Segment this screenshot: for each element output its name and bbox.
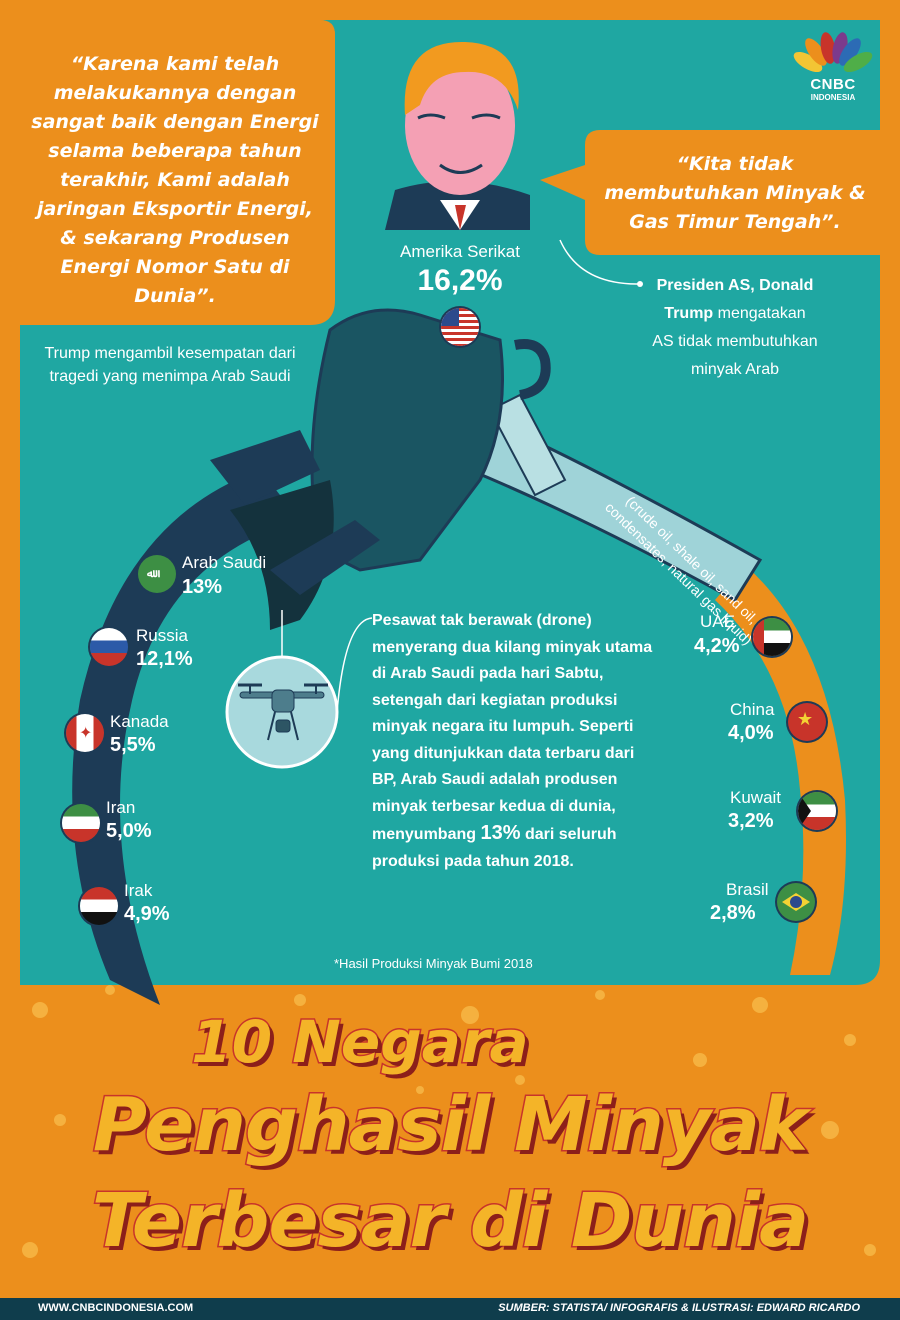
footer-sep: / INFOGRAFIS & ILUSTRASI: [603,1302,757,1314]
country-value: 4,9% [124,903,170,925]
usa-value: 16,2% [417,264,503,297]
usa-flag-icon [441,308,479,346]
footer-website: WWW.CNBCINDONESIA.COM [38,1302,194,1314]
footer-credits: SUMBER: STATISTA/ INFOGRAFIS & ILUSTRASI… [498,1302,860,1314]
president-bold2: Trump [664,305,714,322]
country-name: UAE [700,612,735,631]
country-value: 12,1% [136,648,193,670]
quote-right: “Kita tidak membutuhkan Minyak & Gas Tim… [604,153,866,233]
title-line-1: 10 Negara [190,1007,530,1078]
bubbles-decoration [22,985,876,1258]
canada-flag-icon: ✦ [66,714,104,752]
country-value: 13% [182,576,223,598]
country-name: Iran [106,798,136,817]
footer-source-label: SUMBER: [498,1302,553,1314]
footer-bar: WWW.CNBCINDONESIA.COM SUMBER: STATISTA/ … [0,1298,900,1320]
country-name: Arab Saudi [182,553,267,572]
body-highlight: 13% [480,822,521,844]
title-line-3: Terbesar di Dunia [90,1177,810,1266]
country-value: 5,5% [110,734,156,756]
footnote: *Hasil Produksi Minyak Bumi 2018 [334,956,533,971]
nozzle-body [310,308,504,572]
drone-illustration [238,683,328,741]
country-name: Kuwait [730,788,782,807]
country-name: Kanada [110,712,169,731]
country-value: 3,2% [728,810,774,832]
president-rest1: mengatakan [713,305,806,322]
country-value: 4,2% [694,635,740,657]
hose-left [72,470,300,1005]
footer-source: STATISTA [552,1302,604,1314]
uae-flag-icon [753,618,791,656]
country-value: 5,0% [106,820,152,842]
country-name: Russia [136,626,188,645]
iran-flag-icon [62,804,100,842]
president-rest3: minyak Arab [690,361,780,378]
saudi-flag-icon: ﷲ [138,555,176,593]
brazil-flag-icon [777,883,815,921]
russia-flag-icon [90,628,128,666]
caption-trump-tragedy: Trump mengambil kesempatan dari tragedi … [44,345,296,385]
country-name: China [730,700,775,719]
china-flag-icon: ★ [788,703,826,741]
body-part1: Pesawat tak berawak (drone) menyerang du… [372,612,653,843]
president-bold1: Presiden AS, Donald [656,277,814,294]
body-part2: dari seluruh produksi pada tahun 2018. [372,826,617,870]
brand-sub: INDONESIA [810,93,856,102]
title-line-2: Penghasil Minyak [91,1081,809,1170]
right-speech-bubble [540,130,880,255]
kuwait-flag-icon [798,792,836,830]
drone-attack-paragraph: Pesawat tak berawak (drone) menyerang du… [372,608,662,875]
country-name: Brasil [726,880,769,899]
iraq-flag-icon [80,887,118,925]
hose-right [715,565,846,975]
caption-president: Presiden AS, Donald Trump mengatakan AS … [610,272,860,384]
cnbc-logo [793,32,873,73]
country-value: 4,0% [728,722,774,744]
country-name: Irak [124,881,153,900]
trump-illustration [385,41,530,230]
brand-name: CNBC [810,76,856,93]
quote-left: “Karena kami telah melakukannya dengan s… [31,53,319,307]
country-value: 2,8% [710,902,756,924]
footer-author: EDWARD RICARDO [756,1302,860,1314]
usa-label: Amerika Serikat [400,242,520,261]
president-rest2: AS tidak membutuhkan [652,333,818,350]
